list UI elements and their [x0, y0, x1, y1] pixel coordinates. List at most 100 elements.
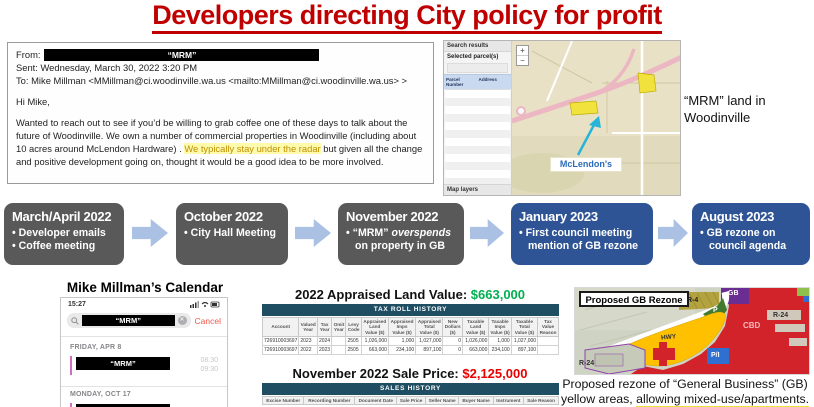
status-time: 15:27: [68, 300, 86, 308]
column-header: Taxable Total Value ($): [510, 316, 539, 338]
page-title: Developers directing City policy for pro…: [0, 0, 814, 34]
table-cell: 1,027,000: [415, 336, 444, 347]
email-greeting: Hi Mike,: [16, 96, 50, 107]
calendar-day-header: MONDAY, OCT 17: [70, 391, 131, 398]
calendar-event[interactable]: “MRM” 08:30 09:30: [70, 356, 218, 375]
parcel-map-sidebar: Search results Selected parcel(s) Parcel…: [444, 41, 512, 195]
column-header: Appraised Imps Value ($): [387, 316, 417, 338]
parcel-table-header: Parcel Number Address: [444, 74, 511, 89]
table-cell: 2024: [316, 336, 333, 347]
redacted-event-title: “MRM”: [76, 357, 170, 370]
parcel-number-column: Parcel Number: [446, 77, 464, 87]
divider: [61, 386, 227, 387]
column-header: Valued Year: [298, 316, 318, 338]
address-column: Address: [478, 77, 497, 82]
table-cell: 2023: [298, 336, 318, 347]
sales-history-bar: SALES HISTORY: [262, 383, 559, 395]
sale-price-value: $2,125,000: [462, 366, 528, 381]
timeline-box-october-2022: October 2022 City Hall Meeting: [176, 203, 288, 265]
email-sent-line: Sent: Wednesday, March 30, 2022 3:20 PM: [16, 62, 198, 73]
phone-search-row: “MRM” ✕ Cancel: [67, 313, 221, 328]
column-header: Excise Number: [261, 395, 305, 406]
timeline-box-august-2023: August 2023 GB rezone on council agenda: [692, 203, 810, 265]
parcel-result-rows[interactable]: [445, 89, 510, 184]
table-cell: 1,026,000: [360, 336, 389, 347]
table-row: 726910003697 2022 2023 2505 663,000 234,100 89…: [261, 345, 559, 356]
table-cell: 663,000: [462, 345, 490, 356]
table-cell: 897,100: [415, 345, 444, 356]
map-layers-label[interactable]: Map layers: [444, 184, 511, 195]
redacted-sender: “MRM”: [44, 48, 320, 61]
column-header: Instrument: [492, 395, 525, 406]
timeline-bullet: Developer emails: [12, 227, 116, 240]
phone-screenshot: 15:27 “MRM” ✕ Cancel FRIDAY, APR: [60, 297, 228, 407]
table-cell: 1,027,000: [510, 336, 539, 347]
sale-price-line: November 2022 Sale Price: $2,125,000: [292, 366, 528, 381]
column-header: Buyer Name: [458, 395, 494, 406]
rezone-map-title: Proposed GB Rezone: [579, 291, 689, 307]
zone-label-cbd: CBD: [743, 321, 761, 330]
table-cell: 2022: [298, 345, 318, 356]
mrm-land-caption: “MRM” land in Woodinville: [684, 93, 766, 125]
clear-search-icon[interactable]: ✕: [177, 316, 187, 325]
table-cell: [537, 345, 559, 356]
timeline-bullet: “MRM” overspends on property in GB: [346, 227, 456, 253]
table-cell: 2505: [345, 336, 362, 347]
phone-status-bar: 15:27: [68, 300, 220, 308]
zone-label-p: P: [713, 307, 718, 314]
yellow-underlined-text: allowing mixed-use/apartments.: [636, 392, 810, 407]
battery-icon: [210, 301, 220, 308]
table-cell: 1,000: [387, 336, 417, 347]
cancel-button[interactable]: Cancel: [194, 315, 221, 326]
timeline-box-march-april-2022: March/April 2022 Developer emails Coffee…: [4, 203, 124, 265]
event-color-bar: [70, 356, 72, 375]
table-cell: 726910003697: [261, 336, 300, 347]
timeline-arrow-icon: [470, 219, 504, 247]
table-cell: 1,000: [488, 336, 512, 347]
sidebar-controls[interactable]: [447, 63, 508, 73]
timeline-title: January 2023: [519, 209, 598, 224]
column-header: Levy Code: [345, 316, 362, 338]
timeline-bullet: Coffee meeting: [12, 240, 116, 253]
zoom-out-button[interactable]: −: [520, 56, 525, 65]
table-cell: 0: [442, 345, 464, 356]
calendar-event[interactable]: [70, 403, 218, 407]
search-input[interactable]: “MRM” ✕: [67, 313, 191, 328]
column-header: Sale Price: [396, 395, 426, 406]
timeline-title: October 2022: [184, 209, 263, 224]
table-cell: [331, 345, 347, 356]
table-cell: 2505: [345, 345, 362, 356]
tax-roll-history-bar: TAX ROLL HISTORY: [262, 304, 559, 316]
timeline-box-january-2023: January 2023 First council meeting menti…: [511, 203, 653, 265]
column-header: Appraised Land Value ($): [360, 316, 389, 338]
column-header: Seller Name: [424, 395, 460, 406]
table-cell: 234,100: [488, 345, 512, 356]
column-header: Tax Year: [316, 316, 333, 338]
zone-label-r4: R-4: [687, 297, 699, 304]
map-canvas[interactable]: + − McLendon's: [512, 41, 680, 195]
table-cell: 1,026,000: [462, 336, 490, 347]
timeline-bullet: First council meeting mention of GB rezo…: [519, 227, 645, 253]
appraised-value: $663,000: [470, 287, 526, 302]
event-times: 08:30 09:30: [200, 357, 218, 373]
zoom-in-button[interactable]: +: [517, 46, 528, 56]
table-cell: [537, 336, 559, 347]
search-results-header: Search results: [444, 41, 511, 52]
timeline-arrow-icon: [295, 219, 331, 247]
column-header: Recording Number: [303, 395, 356, 406]
map-zoom-control: + −: [516, 45, 529, 66]
timeline-title: August 2023: [700, 209, 775, 224]
redacted-search-term: “MRM”: [82, 315, 175, 326]
timeline-arrow-icon: [658, 219, 688, 247]
status-icons: [190, 301, 220, 308]
table-cell: 663,000: [360, 345, 389, 356]
timeline-title: March/April 2022: [12, 209, 112, 224]
table-cell: 0: [442, 336, 464, 347]
divider: [61, 336, 227, 337]
rezone-caption: Proposed rezone of “General Business” (G…: [560, 377, 810, 407]
table-cell: 897,100: [510, 345, 539, 356]
email-to-line: To: Mike Millman <MMillman@ci.woodinvill…: [16, 75, 408, 86]
wifi-icon: [201, 301, 209, 305]
timeline-box-november-2022: November 2022 “MRM” overspends on proper…: [338, 203, 464, 265]
selected-parcels-label: Selected parcel(s): [447, 54, 499, 60]
